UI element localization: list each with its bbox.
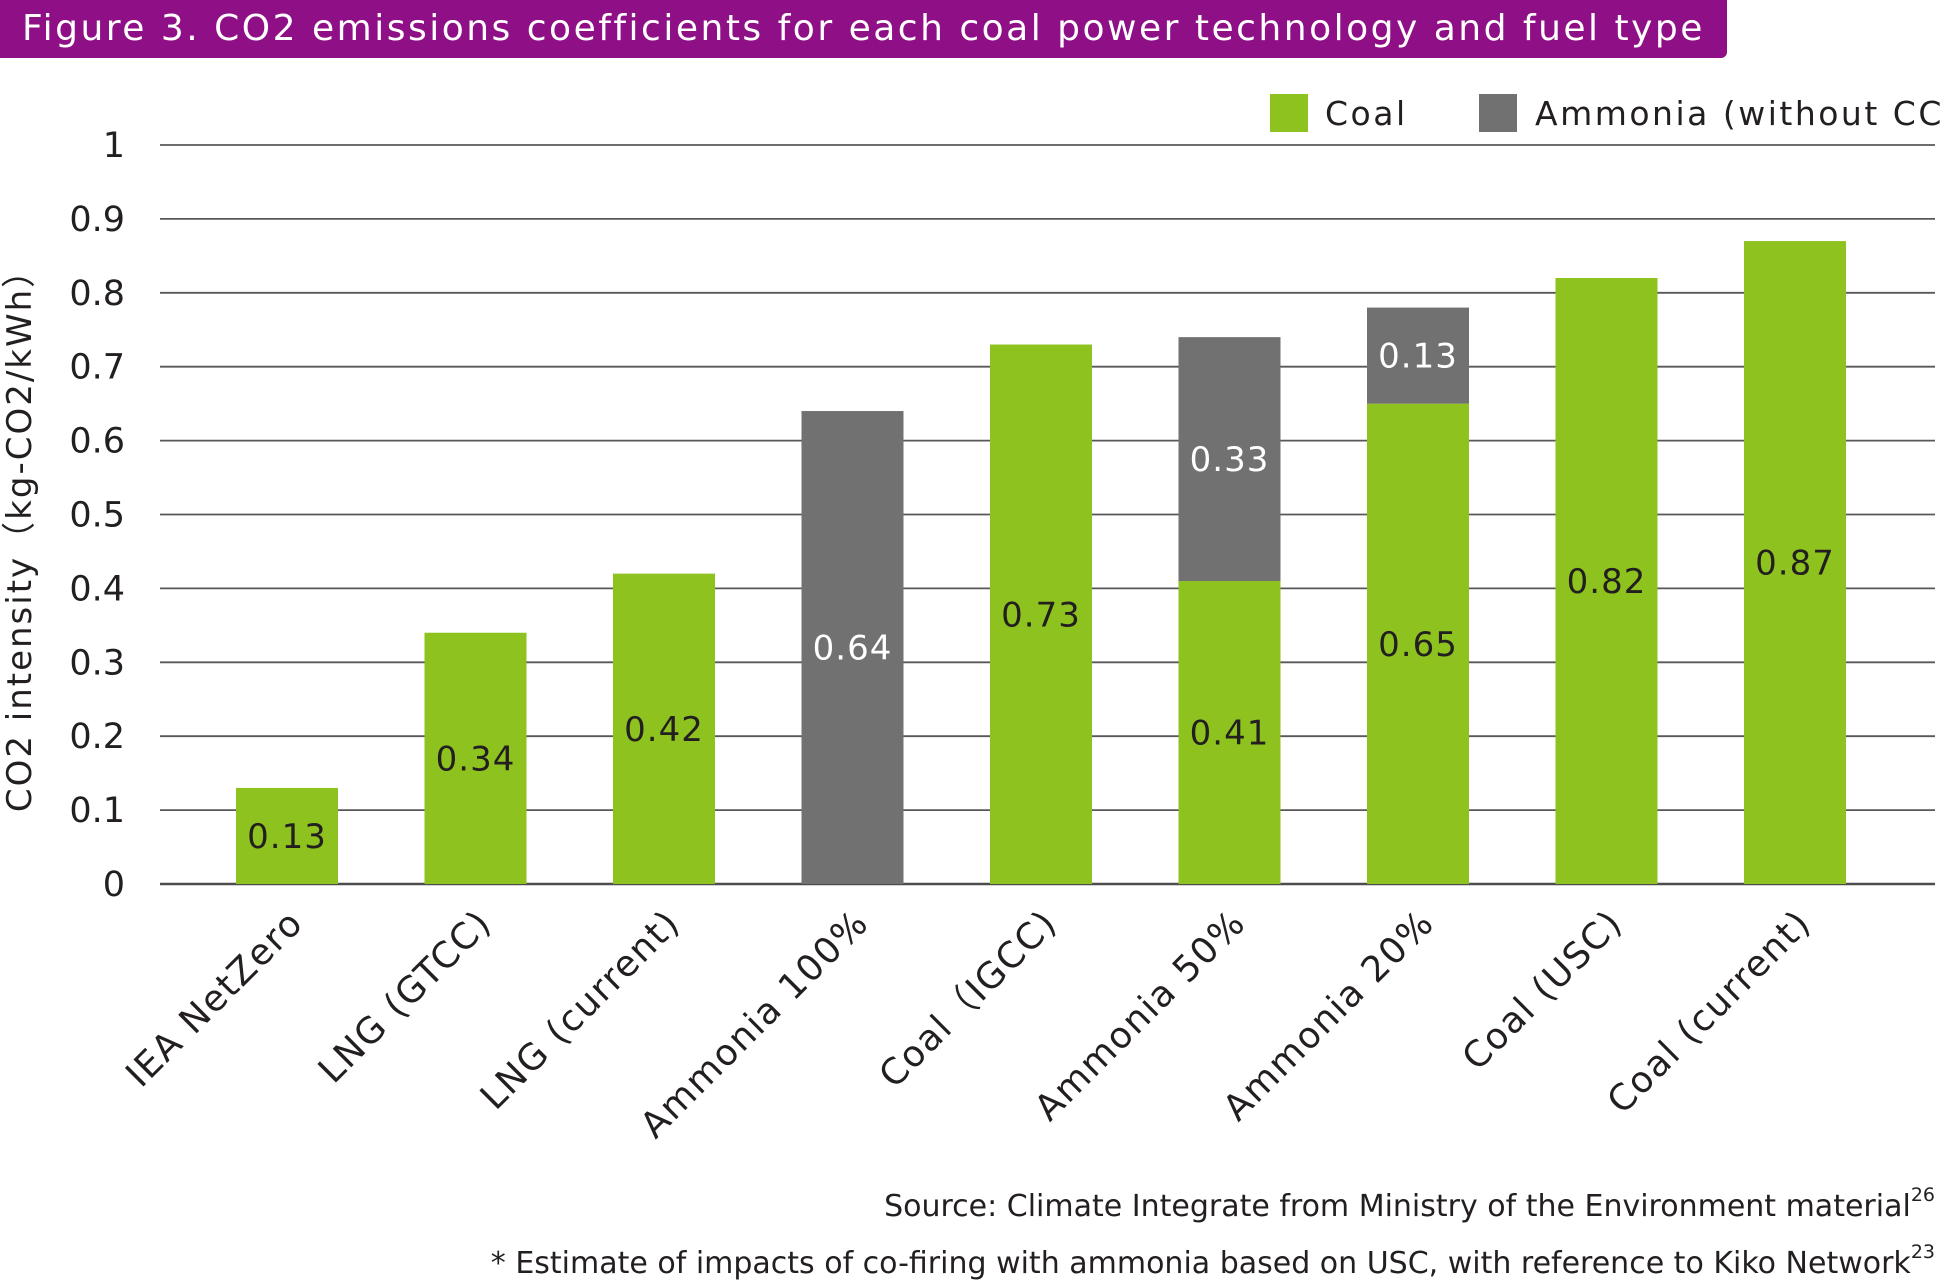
data-label-coal: 0.42 [624,710,704,750]
legend-label-ammonia: Ammonia (without CCS) [1535,94,1943,133]
bar-ammonia [1178,337,1281,582]
data-label-coal: 0.82 [1567,562,1647,602]
bars [236,241,1846,884]
legend: Coal Ammonia (without CCS) [1270,94,1943,133]
data-label-coal: 0.65 [1378,625,1458,665]
bar-coal [990,344,1092,884]
x-tick-label: Ammonia 20% [1216,902,1443,1129]
bar-ammonia [801,411,904,884]
y-axis-title: CO2 intensity（kg-CO2/kWh） [0,252,40,812]
bar-coal [236,787,338,884]
data-labels: 0.13 0.34 0.42 0.64 0.73 0.41 0.33 0.65 0.13 0.82… [247,337,1835,857]
bar-chart: 00.10.20.30.40.50.60.70.80.91 0.130.340.… [0,94,1943,1146]
data-label-coal: 0.73 [1001,595,1081,635]
bar-coal [1555,278,1658,884]
bar-coal [1367,403,1469,884]
data-label-ammonia: 0.33 [1190,440,1270,480]
y-tick-label: 0.3 [69,643,125,683]
footnote-ref: 23 [1910,1241,1935,1263]
data-label-ammonia: 0.13 [1378,337,1458,377]
legend-swatch-coal [1270,94,1308,132]
source-text: Source: Climate Integrate from Ministry … [884,1189,1911,1224]
y-tick-label: 0.1 [69,791,125,831]
data-label-coal: 0.87 [1755,544,1835,584]
y-tick-label: 0.4 [69,569,125,609]
y-tick-label: 1 [103,126,125,166]
bar-coal [1178,581,1281,884]
legend-label-coal: Coal [1325,94,1408,133]
y-tick-label: 0.8 [69,274,125,314]
figure-title: Figure 3. CO2 emissions coefficients for… [0,0,1727,58]
x-tick-label: Coal（IGCC) [872,902,1066,1096]
x-tick-label: IEA NetZero [118,902,311,1095]
legend-swatch-ammonia [1479,94,1517,132]
footnote: * Estimate of impacts of co-firing with … [490,1241,1935,1281]
data-label-coal: 0.41 [1190,714,1270,754]
data-label-coal: 0.13 [247,817,327,857]
y-tick-label: 0.9 [69,200,125,240]
source-note: Source: Climate Integrate from Ministry … [884,1184,1935,1224]
x-tick-label: Coal (USC) [1455,902,1631,1078]
footnote-text: * Estimate of impacts of co-firing with … [490,1246,1911,1281]
x-tick-label: LNG (current) [473,902,689,1118]
data-label-coal: 0.34 [436,739,516,779]
y-tick-label: 0.2 [69,717,125,757]
y-tick-label: 0.5 [69,496,125,536]
source-ref: 26 [1910,1184,1935,1206]
y-tick-label: 0.6 [69,422,125,462]
y-tick-label: 0 [103,865,125,905]
x-tick-label: Coal (current) [1600,902,1820,1122]
data-label-ammonia: 0.64 [813,629,893,669]
bar-ammonia [1367,307,1469,404]
bar-coal [1744,241,1846,884]
y-axis-ticks: 0 0.1 0.2 0.3 0.4 0.5 0.6 0.7 0.8 0.9 1 [69,126,125,905]
bar-coal [424,632,527,884]
y-tick-label: 0.7 [69,348,125,388]
bar-coal [613,573,715,884]
x-axis-ticks: IEA NetZero LNG (GTCC)LNG (current) Ammoni… [118,902,1819,1146]
x-tick-label: LNG (GTCC) [311,902,500,1091]
